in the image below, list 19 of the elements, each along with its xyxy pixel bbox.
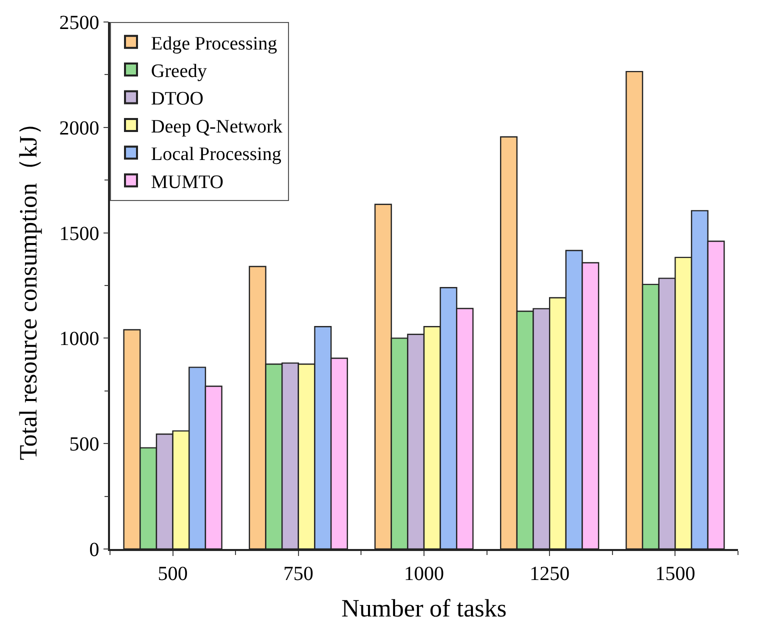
y-tick-label: 500 xyxy=(69,434,100,456)
legend-label: Local Processing xyxy=(151,144,282,166)
y-axis-title: Total resource consumption（kJ） xyxy=(16,110,42,460)
y-tick-label: 0 xyxy=(89,539,100,561)
x-axis-title: Number of tasks xyxy=(341,595,507,622)
legend-label: MUMTO xyxy=(151,172,224,193)
legend-label: Edge Processing xyxy=(151,33,278,54)
y-tick-label: 2000 xyxy=(59,117,100,140)
legend-label: Greedy xyxy=(151,60,208,82)
x-tick-label: 750 xyxy=(283,562,314,585)
x-tick-label: 1500 xyxy=(655,562,696,585)
x-tick-label: 1000 xyxy=(404,562,444,585)
y-tick-label: 1000 xyxy=(59,328,100,350)
y-tick-label: 1500 xyxy=(59,222,100,245)
x-tick-label: 500 xyxy=(158,562,188,585)
y-tick-label: 2500 xyxy=(59,12,100,34)
x-tick-label: 1250 xyxy=(530,562,570,585)
legend-label: Deep Q-Network xyxy=(151,116,283,138)
legend-label: DTOO xyxy=(151,88,204,110)
